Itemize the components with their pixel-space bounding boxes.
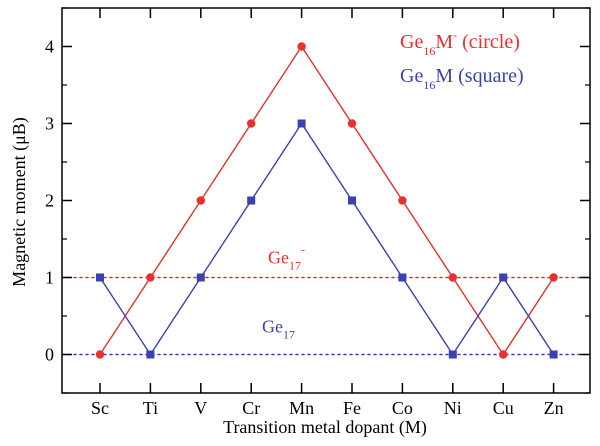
data-point-circle bbox=[347, 119, 357, 128]
x-tick-label: Sc bbox=[91, 398, 109, 418]
data-point-circle bbox=[297, 42, 306, 51]
data-point-square bbox=[196, 273, 205, 282]
y-tick-label: 3 bbox=[45, 114, 54, 134]
legend-entry: Ge16M- (circle) bbox=[400, 28, 520, 58]
data-point-square bbox=[398, 273, 407, 282]
x-tick-label: Ni bbox=[444, 398, 462, 418]
y-tick-label: 0 bbox=[45, 345, 54, 365]
data-point-circle bbox=[499, 350, 508, 359]
x-tick-label: Mn bbox=[289, 398, 314, 418]
reference-line-label: Ge17 bbox=[262, 317, 295, 342]
x-tick-label: Fe bbox=[343, 398, 361, 418]
data-point-square bbox=[348, 196, 356, 205]
data-point-square bbox=[96, 273, 104, 282]
series-line bbox=[99, 45, 555, 356]
y-tick-label: 2 bbox=[45, 191, 54, 211]
data-point-square bbox=[146, 350, 155, 359]
x-tick-label: Cr bbox=[242, 398, 260, 418]
x-tick-label: V bbox=[194, 398, 207, 418]
series-line bbox=[99, 122, 555, 356]
data-point-square bbox=[247, 196, 256, 205]
y-tick-label: 1 bbox=[45, 268, 54, 288]
x-tick-label: Zn bbox=[544, 398, 564, 418]
data-point-circle bbox=[95, 350, 105, 359]
data-point-square bbox=[297, 119, 306, 128]
data-point-circle bbox=[247, 119, 256, 128]
data-point-square bbox=[499, 273, 508, 282]
x-tick-label: Ti bbox=[143, 398, 158, 418]
y-tick-label: 4 bbox=[45, 37, 54, 57]
legend-entry: Ge16M (square) bbox=[400, 65, 524, 92]
y-axis-label: Magnetic moment (μB) bbox=[9, 117, 30, 287]
data-point-circle bbox=[398, 196, 407, 205]
x-axis-label: Transition metal dopant (M) bbox=[223, 417, 427, 438]
data-point-circle bbox=[196, 196, 205, 205]
reference-line-label: Ge17- bbox=[268, 243, 305, 273]
data-point-circle bbox=[549, 273, 558, 282]
data-point-circle bbox=[448, 273, 457, 282]
x-tick-label: Co bbox=[392, 398, 413, 418]
data-point-square bbox=[549, 350, 558, 359]
x-tick-label: Cu bbox=[493, 398, 514, 418]
data-point-circle bbox=[146, 273, 155, 282]
data-point-square bbox=[448, 350, 457, 359]
